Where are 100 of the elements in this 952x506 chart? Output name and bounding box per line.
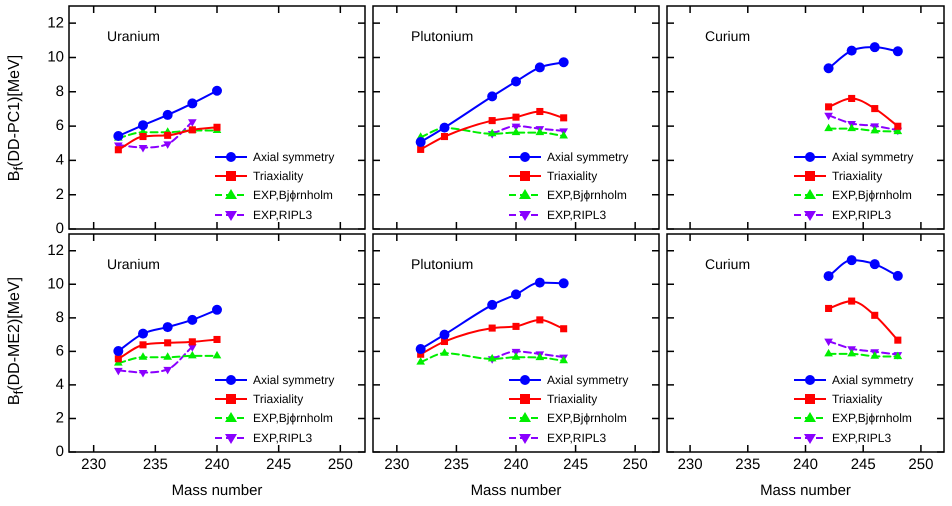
point: [416, 137, 426, 148]
point: [848, 94, 856, 102]
point: [846, 255, 857, 266]
y-tick-label: 8: [56, 308, 64, 326]
point: [440, 122, 450, 133]
point: [512, 352, 520, 360]
legend-label: EXP,RIPL3: [253, 430, 312, 445]
y-tick-label: 10: [47, 48, 64, 66]
text: Uranium: [107, 256, 160, 272]
point: [846, 46, 857, 56]
point: [416, 357, 425, 365]
point: [848, 298, 856, 305]
point: [212, 86, 222, 96]
y-tick-label: 0: [56, 443, 64, 460]
x-axis-title: Mass number: [470, 482, 562, 500]
point: [847, 348, 856, 356]
point: [138, 328, 148, 339]
point: [511, 76, 521, 86]
point: [534, 278, 545, 288]
point: [487, 300, 498, 310]
point: [870, 126, 880, 134]
point: [162, 110, 173, 120]
point: [824, 271, 834, 282]
point: [139, 133, 147, 140]
point: [212, 304, 222, 315]
legend-label: EXP,RIPL3: [547, 208, 606, 222]
point: [187, 314, 198, 325]
x-tick-label: 250: [622, 456, 648, 474]
point: [870, 42, 880, 52]
point: [558, 57, 569, 68]
point: [824, 124, 833, 132]
point: [825, 103, 832, 110]
point: [138, 370, 148, 378]
x-tick-label: 235: [735, 456, 760, 474]
point: [488, 324, 496, 332]
point: [417, 146, 424, 153]
y-tick-label: 0: [56, 220, 64, 238]
x-tick-label: 235: [142, 456, 168, 474]
legend-label: Triaxiality: [547, 392, 598, 406]
point: [440, 330, 450, 340]
point: [487, 91, 498, 102]
legend-label: Axial symmetry: [547, 150, 628, 164]
point: [512, 322, 520, 330]
point: [512, 128, 520, 136]
text: Curium: [705, 28, 750, 44]
x-tick-label: 245: [850, 456, 876, 474]
legend-label: Triaxiality: [832, 392, 882, 406]
legend-label: EXP,RIPL3: [832, 208, 892, 222]
y-tick-label: 6: [56, 342, 64, 360]
point: [512, 114, 520, 121]
point: [212, 350, 222, 358]
legend-label: EXP,Bjϕrnholm: [253, 188, 333, 202]
y-tick-label: 12: [47, 242, 64, 259]
point: [536, 108, 544, 116]
point: [871, 312, 878, 319]
x-tick-label: 245: [266, 456, 292, 474]
point: [114, 146, 122, 154]
x-tick-label: 250: [908, 456, 934, 474]
point: [560, 325, 568, 332]
point: [511, 289, 521, 300]
y-tick-label: 12: [47, 14, 64, 32]
point: [139, 341, 147, 348]
y-tick-label: 4: [56, 152, 64, 169]
point: [894, 336, 902, 344]
x-tick-label: 245: [563, 456, 588, 474]
point: [164, 132, 172, 139]
point: [138, 120, 148, 130]
legend-label: EXP,RIPL3: [253, 208, 312, 222]
point: [536, 316, 544, 324]
point: [164, 339, 172, 346]
point: [558, 278, 569, 288]
point: [440, 133, 448, 140]
y-tick-label: 6: [56, 117, 64, 134]
y-tick-label: 2: [56, 186, 64, 203]
point: [213, 124, 221, 131]
legend-label: Axial symmetry: [253, 150, 334, 164]
point: [559, 131, 568, 139]
y-tick-label: 4: [56, 376, 64, 394]
x-tick-label: 240: [503, 456, 529, 474]
legend-label: EXP,Bjϕrnholm: [832, 188, 912, 202]
point: [114, 355, 122, 362]
point: [534, 62, 545, 72]
point: [113, 346, 124, 356]
x-axis-title: Mass number: [760, 482, 851, 500]
point: [560, 114, 568, 122]
legend-label: Triaxiality: [832, 168, 882, 183]
point: [488, 354, 496, 362]
point: [892, 46, 903, 56]
y-tick-label: 2: [56, 410, 64, 427]
legend-label: Triaxiality: [253, 168, 304, 183]
point: [162, 322, 173, 332]
point: [824, 338, 833, 346]
point: [138, 352, 148, 360]
legend-label: Triaxiality: [547, 168, 598, 183]
point: [416, 344, 426, 354]
legend-label: Axial symmetry: [253, 372, 334, 387]
text: Uranium: [107, 28, 160, 44]
x-tick-label: 235: [444, 456, 469, 474]
point: [188, 350, 197, 358]
legend-label: Triaxiality: [253, 392, 304, 406]
